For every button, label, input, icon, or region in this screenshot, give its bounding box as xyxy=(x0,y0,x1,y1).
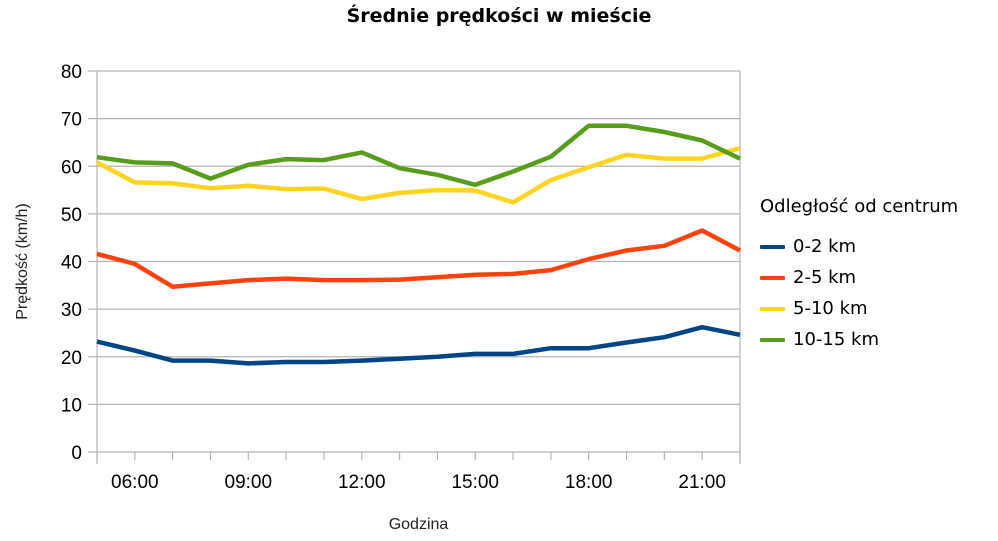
y-tick-label: 40 xyxy=(61,253,82,274)
chart-title: Średnie prędkości w mieście xyxy=(346,5,652,27)
y-tick-label: 30 xyxy=(61,300,82,321)
x-tick-label: 18:00 xyxy=(565,472,613,493)
legend-item: 0-2 km xyxy=(760,231,958,262)
legend-label: 10-15 km xyxy=(793,329,879,350)
x-axis-label: Godzina xyxy=(389,516,449,533)
x-tick-label: 09:00 xyxy=(225,472,273,493)
y-tick-label: 70 xyxy=(61,110,82,131)
y-tick-label: 50 xyxy=(61,205,82,226)
legend-swatch xyxy=(760,244,785,249)
legend-item: 2-5 km xyxy=(760,262,958,293)
x-tick-label: 12:00 xyxy=(338,472,386,493)
legend-label: 5-10 km xyxy=(793,298,868,319)
legend-label: 2-5 km xyxy=(793,267,857,288)
y-axis-label: Prędkość (km/h) xyxy=(14,203,31,319)
legend-title: Odległość od centrum xyxy=(760,196,959,217)
y-tick-label: 0 xyxy=(71,443,82,464)
legend-swatch xyxy=(760,337,785,342)
legend-swatch xyxy=(760,275,785,280)
legend-item: 10-15 km xyxy=(760,324,958,355)
series-line-5-10km xyxy=(95,146,741,205)
legend: Odległość od centrum 0-2 km 2-5 km 5-10 km… xyxy=(760,196,958,355)
series-line-2-5km xyxy=(96,228,742,289)
y-tick-label: 20 xyxy=(61,348,82,369)
x-tick-label: 06:00 xyxy=(111,472,159,493)
legend-item: 5-10 km xyxy=(760,293,958,324)
series-line-10-15km xyxy=(96,123,741,188)
legend-items: 0-2 km 2-5 km 5-10 km 10-15 km xyxy=(760,231,958,355)
y-tick-label: 80 xyxy=(61,62,82,83)
legend-label: 0-2 km xyxy=(793,236,857,257)
legend-swatch xyxy=(760,306,785,311)
y-tick-label: 60 xyxy=(61,157,82,178)
x-tick-label: 21:00 xyxy=(678,472,726,493)
x-tick-label: 15:00 xyxy=(451,472,499,493)
series-line-0-2km xyxy=(96,324,741,366)
y-tick-label: 10 xyxy=(61,395,82,416)
